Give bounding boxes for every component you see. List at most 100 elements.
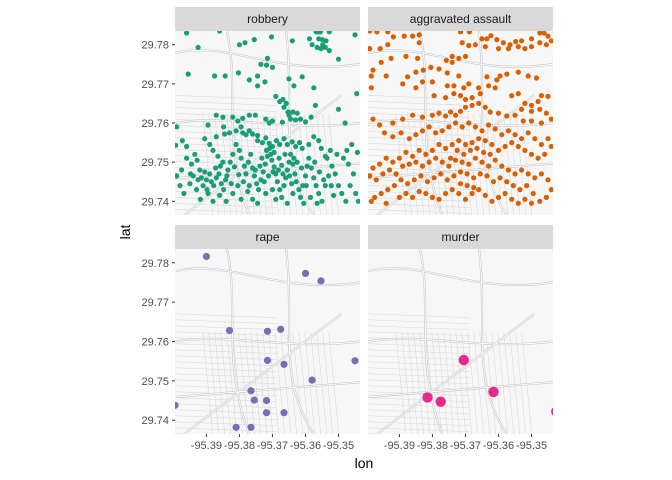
crime-point xyxy=(383,155,389,161)
y-tick-label: 29.76 xyxy=(141,337,169,349)
crime-point xyxy=(472,42,478,48)
crime-point xyxy=(479,36,485,42)
map-street xyxy=(368,433,382,434)
crime-point xyxy=(396,194,402,200)
crime-point xyxy=(368,173,373,179)
map-street xyxy=(425,332,437,434)
crime-point xyxy=(289,181,295,187)
crime-point xyxy=(381,130,388,136)
crime-point xyxy=(296,187,302,193)
map-street xyxy=(368,343,470,349)
y-tick-label: 29.78 xyxy=(141,40,169,52)
crime-point xyxy=(175,401,179,409)
map-street xyxy=(250,332,262,434)
crime-point xyxy=(274,179,280,185)
crime-point xyxy=(398,177,404,183)
crime-point xyxy=(268,151,274,157)
crime-point xyxy=(215,153,221,159)
crime-point xyxy=(246,112,252,118)
crime-point xyxy=(252,112,258,118)
crime-point xyxy=(500,40,506,46)
crime-point xyxy=(297,194,304,200)
crime-point xyxy=(368,31,373,34)
map-street xyxy=(368,319,470,325)
crime-point xyxy=(466,161,472,167)
crime-point xyxy=(509,196,515,202)
crime-point xyxy=(456,73,462,79)
crime-point xyxy=(277,325,285,333)
crime-point xyxy=(251,37,257,43)
map-street xyxy=(449,113,461,215)
crime-points xyxy=(175,31,360,206)
crime-point xyxy=(545,93,551,99)
crime-point xyxy=(499,132,505,138)
crime-point xyxy=(469,95,475,101)
crime-point xyxy=(213,134,219,140)
crime-point xyxy=(528,108,535,114)
map-street xyxy=(310,332,322,434)
crime-point xyxy=(538,93,545,99)
map-street xyxy=(368,331,470,337)
y-tick-label: 29.74 xyxy=(141,196,169,208)
crime-point xyxy=(449,59,455,65)
map-street xyxy=(175,433,189,434)
x-tick-label: -95.36 xyxy=(290,440,321,452)
map-street xyxy=(368,101,470,106)
crime-point xyxy=(200,183,206,189)
crime-point xyxy=(254,181,260,187)
crime-point xyxy=(504,113,510,119)
crime-point xyxy=(537,31,543,36)
x-tick-label: -95.37 xyxy=(450,440,481,452)
crime-point xyxy=(502,190,508,197)
crime-point xyxy=(426,124,432,130)
crime-point xyxy=(385,42,391,48)
map-street xyxy=(509,332,521,434)
crime-point xyxy=(370,67,376,73)
crime-point xyxy=(532,175,538,181)
crime-point xyxy=(335,183,342,189)
crime-point xyxy=(263,116,269,122)
crime-point xyxy=(403,149,409,155)
crime-point xyxy=(233,128,239,134)
crime-point xyxy=(217,31,223,34)
crime-point xyxy=(385,31,391,35)
map-street xyxy=(509,113,521,215)
crime-point xyxy=(429,112,435,118)
crime-point xyxy=(452,120,459,126)
map-tiles xyxy=(368,249,553,434)
crime-point xyxy=(519,106,525,112)
map-street xyxy=(175,343,277,349)
crime-point xyxy=(486,163,492,169)
crime-point xyxy=(401,33,407,39)
crime-point xyxy=(203,177,209,183)
map-street xyxy=(304,332,316,434)
facet-strip xyxy=(368,225,553,249)
crime-point xyxy=(250,131,256,137)
crime-point xyxy=(296,140,303,146)
crime-point xyxy=(548,143,553,150)
crime-point xyxy=(311,175,317,181)
crime-point xyxy=(322,183,328,189)
crime-point xyxy=(459,40,465,46)
map-street xyxy=(368,221,470,225)
crime-point xyxy=(210,198,216,204)
crime-point xyxy=(297,116,304,122)
crime-point xyxy=(495,194,502,200)
crime-point xyxy=(390,34,396,40)
crime-point xyxy=(304,163,310,169)
crime-point xyxy=(347,183,353,189)
crime-point xyxy=(454,147,460,153)
crime-point xyxy=(385,187,391,193)
crime-point xyxy=(288,116,294,122)
crime-point xyxy=(240,115,246,121)
crime-point xyxy=(462,141,469,148)
crime-point xyxy=(271,164,277,170)
crime-point xyxy=(551,407,553,416)
map-street xyxy=(455,332,467,434)
crime-point xyxy=(377,46,383,52)
map-street xyxy=(256,332,268,434)
crime-point xyxy=(512,171,518,177)
crime-point xyxy=(281,183,287,189)
crime-point xyxy=(322,44,328,51)
crime-point xyxy=(290,161,296,167)
